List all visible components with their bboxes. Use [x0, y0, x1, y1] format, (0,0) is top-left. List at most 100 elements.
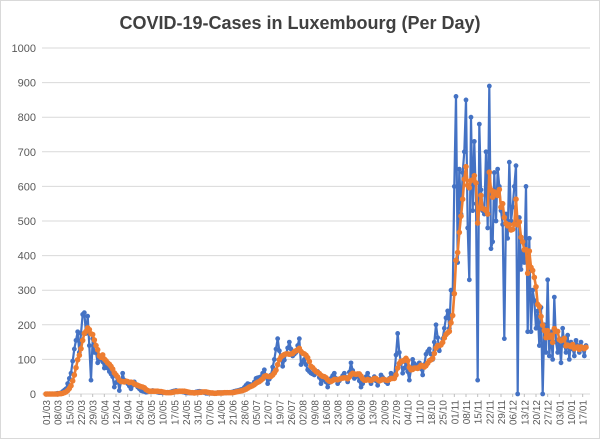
daily-cases-point — [426, 346, 432, 352]
average-cases-point — [531, 274, 538, 281]
daily-cases-point — [111, 384, 117, 390]
x-tick-label: 26/04 — [135, 400, 146, 425]
x-tick-label: 28/06 — [240, 400, 251, 425]
average-cases-point — [539, 322, 546, 328]
daily-cases-point — [280, 363, 286, 369]
y-tick-label: 600 — [18, 181, 36, 193]
average-cases-point — [393, 372, 399, 378]
daily-cases-point — [551, 294, 557, 300]
average-cases-point — [533, 283, 539, 290]
average-cases-point — [429, 355, 436, 362]
average-cases-point — [431, 350, 438, 357]
daily-cases-point — [400, 370, 406, 376]
daily-cases-point — [566, 357, 572, 362]
daily-cases-point — [488, 246, 494, 252]
average-cases-point — [474, 220, 481, 226]
x-tick-label: 01/03 — [42, 400, 53, 425]
daily-cases-point — [483, 149, 489, 155]
y-tick-label: 900 — [18, 78, 36, 90]
average-cases-point — [494, 192, 501, 199]
average-cases-point — [446, 328, 453, 335]
average-cases-point — [454, 249, 461, 256]
y-tick-label: 100 — [18, 354, 36, 366]
y-tick-label: 500 — [18, 216, 36, 228]
x-tick-label: 09/08 — [310, 400, 321, 425]
x-tick-label: 08/11 — [462, 400, 473, 425]
daily-cases-point — [543, 350, 549, 355]
daily-cases-point — [495, 166, 501, 172]
average-cases-point — [466, 184, 473, 191]
y-tick-label: 200 — [18, 320, 36, 332]
average-cases-point — [544, 327, 551, 334]
x-tick-label: 13/09 — [369, 400, 380, 425]
average-cases-point — [69, 378, 76, 384]
x-tick-label: 19/04 — [124, 400, 135, 425]
average-cases-point — [484, 211, 491, 217]
x-tick-label: 22/11 — [485, 400, 496, 425]
x-tick-label: 02/08 — [299, 400, 310, 425]
x-tick-label: 31/05 — [194, 400, 205, 425]
x-tick-label: 11/10 — [415, 400, 426, 425]
daily-cases-point — [406, 377, 412, 383]
average-cases-point — [513, 196, 519, 203]
x-tick-label: 13/12 — [520, 400, 531, 425]
average-cases-point — [68, 382, 74, 389]
daily-cases-point — [466, 277, 472, 283]
daily-cases-point — [550, 357, 556, 362]
average-cases-point — [76, 352, 83, 359]
daily-cases-point — [365, 370, 371, 376]
x-tick-label: 08/03 — [54, 400, 65, 425]
x-tick-label: 27/09 — [392, 400, 403, 425]
daily-cases-point — [456, 166, 462, 172]
daily-cases-point — [506, 159, 512, 165]
y-tick-label: 300 — [18, 285, 36, 297]
average-cases-point — [526, 248, 533, 254]
average-cases-point — [536, 303, 543, 310]
x-tick-label: 16/08 — [322, 400, 333, 425]
average-cases-point — [78, 345, 84, 352]
x-tick-label: 25/10 — [439, 400, 450, 425]
daily-cases-point — [85, 313, 91, 319]
x-tick-label: 05/07 — [252, 400, 263, 425]
daily-cases-point — [565, 332, 571, 338]
daily-cases-point — [475, 377, 481, 383]
daily-cases-point — [88, 377, 94, 383]
average-cases-point — [506, 222, 513, 228]
daily-cases-point — [443, 315, 449, 321]
x-tick-label: 17/05 — [170, 400, 181, 425]
average-cases-point — [459, 196, 466, 203]
x-tick-label: 15/11 — [474, 400, 485, 425]
daily-cases-point — [558, 360, 564, 366]
x-tick-label: 18/10 — [427, 400, 438, 425]
x-tick-label: 07/06 — [205, 400, 216, 425]
average-cases-point — [509, 226, 516, 233]
x-tick-label: 23/08 — [334, 400, 345, 425]
daily-cases-point — [560, 325, 566, 331]
daily-cases-point — [325, 384, 331, 390]
x-tick-label: 22/03 — [77, 400, 88, 425]
daily-cases-point — [545, 277, 551, 283]
average-cases-point — [496, 186, 503, 193]
average-cases-point — [458, 213, 464, 219]
daily-cases-point — [271, 357, 277, 362]
x-tick-label: 17/01 — [579, 400, 590, 425]
daily-cases-point — [286, 339, 292, 345]
y-tick-label: 400 — [18, 251, 36, 263]
average-cases-point — [549, 339, 556, 346]
x-tick-label: 05/04 — [100, 400, 111, 425]
daily-cases-point — [490, 239, 496, 245]
daily-cases-point — [86, 343, 92, 348]
average-cases-point — [273, 367, 279, 373]
x-tick-label: 30/08 — [345, 400, 356, 425]
daily-cases-point — [515, 391, 521, 397]
daily-cases-point — [420, 372, 426, 378]
average-cases-point — [538, 313, 544, 320]
daily-cases-point — [296, 336, 302, 342]
daily-cases-point — [486, 83, 492, 89]
average-cases-point — [463, 163, 469, 170]
daily-cases-point — [470, 208, 476, 214]
daily-cases-point — [493, 218, 499, 224]
daily-cases-point — [433, 322, 439, 328]
daily-cases-point — [563, 350, 569, 355]
daily-cases-point — [270, 364, 276, 370]
